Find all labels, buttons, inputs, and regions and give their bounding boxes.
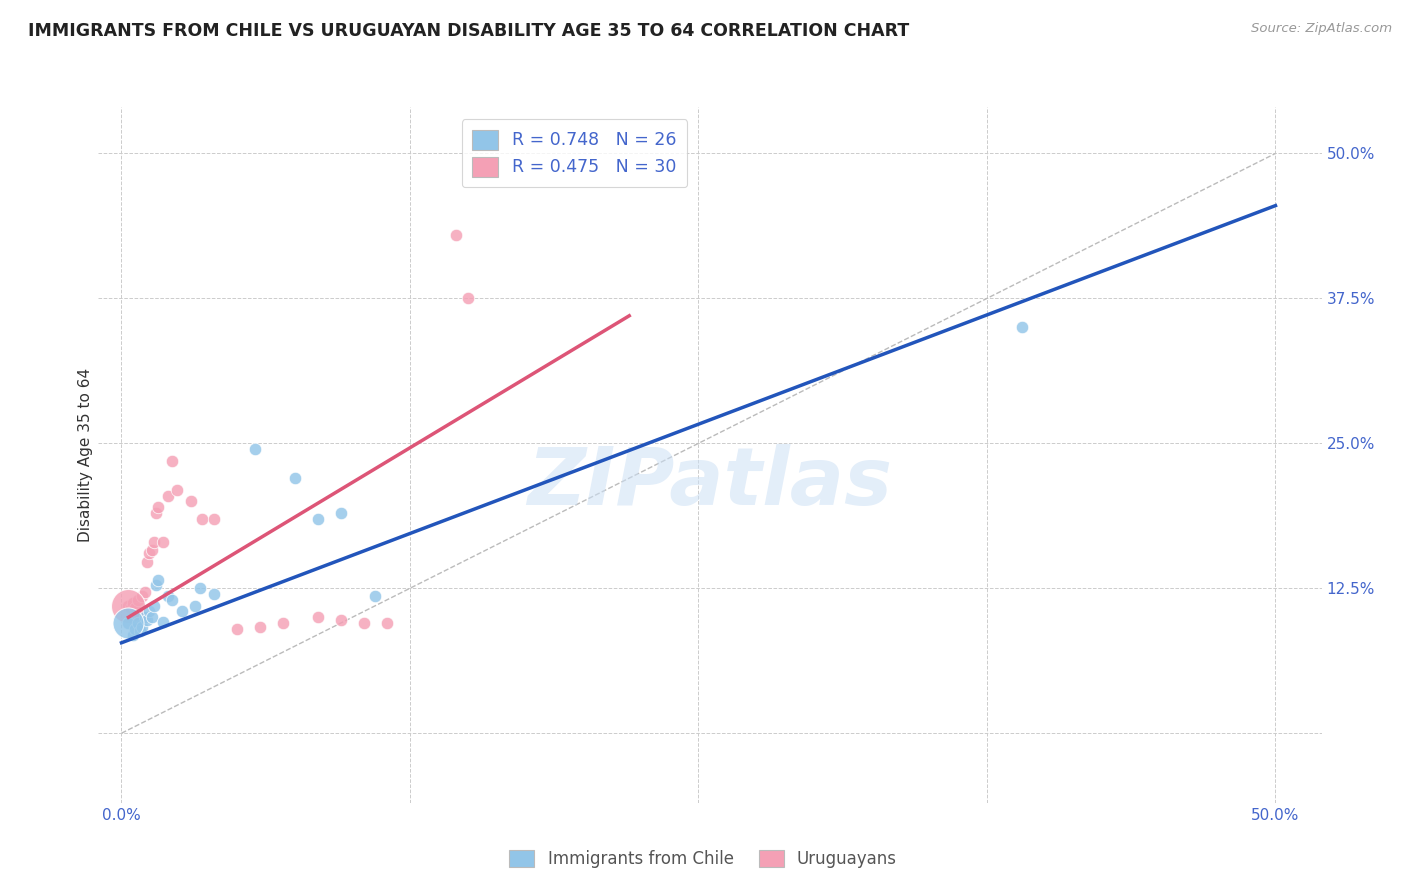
Point [329, 506, 352, 520]
Point [142, 599, 165, 613]
Point [117, 599, 139, 613]
Point [124, 622, 146, 636]
Point [375, 615, 398, 630]
Point [131, 590, 153, 604]
Point [127, 592, 149, 607]
Point [129, 624, 152, 639]
Point [191, 511, 214, 525]
Point [127, 615, 149, 630]
Legend: Immigrants from Chile, Uruguayans: Immigrants from Chile, Uruguayans [502, 843, 904, 875]
Point [122, 628, 145, 642]
Legend: R = 0.748   N = 26, R = 0.475   N = 30: R = 0.748 N = 26, R = 0.475 N = 30 [461, 120, 688, 187]
Point [152, 615, 174, 629]
Point [148, 500, 170, 514]
Point [145, 506, 167, 520]
Point [162, 453, 184, 467]
Point [307, 511, 329, 525]
Point [117, 615, 139, 630]
Point [225, 622, 247, 636]
Point [166, 483, 188, 497]
Point [364, 590, 387, 604]
Point [170, 605, 193, 619]
Point [148, 573, 170, 587]
Point [138, 605, 160, 619]
Point [329, 613, 352, 627]
Point [271, 615, 294, 630]
Point [138, 546, 160, 561]
Point [284, 471, 307, 485]
Text: IMMIGRANTS FROM CHILE VS URUGUAYAN DISABILITY AGE 35 TO 64 CORRELATION CHART: IMMIGRANTS FROM CHILE VS URUGUAYAN DISAB… [28, 22, 910, 40]
Point [1011, 320, 1033, 334]
Y-axis label: Disability Age 35 to 64: Disability Age 35 to 64 [77, 368, 93, 542]
Point [353, 615, 375, 630]
Point [202, 511, 225, 525]
Point [245, 442, 267, 457]
Point [184, 599, 207, 613]
Point [307, 610, 329, 624]
Point [202, 587, 225, 601]
Point [156, 489, 179, 503]
Point [117, 599, 139, 613]
Point [134, 584, 156, 599]
Point [156, 590, 179, 604]
Point [188, 582, 211, 596]
Point [141, 610, 163, 624]
Point [135, 613, 157, 627]
Point [122, 596, 145, 610]
Text: ZIPatlas: ZIPatlas [527, 443, 893, 522]
Point [135, 555, 157, 569]
Point [152, 534, 174, 549]
Point [134, 610, 156, 624]
Point [457, 291, 479, 305]
Point [124, 601, 146, 615]
Point [120, 601, 142, 615]
Point [129, 607, 152, 622]
Point [444, 227, 467, 242]
Point [249, 619, 271, 633]
Point [180, 494, 202, 508]
Point [141, 543, 163, 558]
Text: Source: ZipAtlas.com: Source: ZipAtlas.com [1251, 22, 1392, 36]
Point [142, 534, 165, 549]
Point [131, 619, 153, 633]
Point [162, 592, 184, 607]
Point [117, 615, 139, 630]
Point [145, 578, 167, 592]
